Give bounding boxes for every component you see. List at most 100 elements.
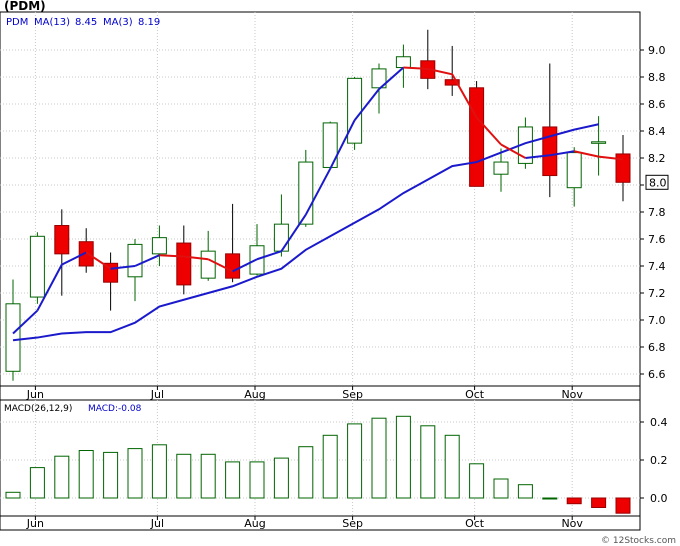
ma3-segment	[329, 119, 356, 170]
price-x-tick-label: Jun	[26, 388, 44, 401]
price-y-tick-label: 6.8	[648, 341, 666, 354]
macd-bars	[5, 415, 631, 514]
ma3-segment	[36, 264, 63, 312]
macd-bar-positive	[347, 423, 363, 499]
macd-x-tick-label: Jun	[26, 517, 44, 530]
legend-symbol: PDM	[6, 17, 28, 28]
ma3-segment	[573, 150, 599, 158]
candle-down	[469, 87, 485, 187]
candle-up	[29, 235, 45, 298]
price-y-tick-label: 7.6	[648, 233, 666, 246]
price-y-tick-label: 8.4	[648, 125, 666, 138]
price-x-tick-label: Nov	[561, 388, 583, 401]
candle-up	[566, 152, 582, 189]
ma3-segment	[110, 265, 136, 270]
macd-value-label: MACD:-0.08	[88, 404, 142, 414]
legend-ma13-label: MA(13)	[34, 17, 70, 28]
macd-bar-positive	[395, 415, 411, 499]
ma3-segment	[451, 73, 478, 118]
macd-bar-positive	[273, 457, 289, 499]
macd-x-tick-label: Jul	[150, 517, 164, 530]
price-panel-frame	[0, 11, 641, 387]
macd-bar-positive	[103, 451, 119, 499]
candle-up	[5, 303, 21, 372]
ma13-line	[12, 123, 599, 342]
candle-up	[347, 77, 363, 144]
footer-credit: © 12Stocks.com	[601, 536, 676, 546]
macd-bar-positive	[420, 425, 436, 499]
ma3-segment	[134, 254, 160, 267]
candle-up	[493, 161, 509, 175]
price-month-grid	[34, 12, 573, 386]
macd-bar-negative	[591, 497, 607, 508]
candle-up	[591, 141, 607, 144]
ma3-segment	[280, 214, 307, 252]
price-x-tick-label: Aug	[244, 388, 265, 401]
ma3-segment	[500, 143, 526, 159]
candle-down	[78, 241, 94, 267]
macd-y-tick-label: 0.2	[650, 454, 668, 467]
macd-bar-positive	[322, 434, 338, 499]
macd-y-tick-label: 0.4	[650, 416, 668, 429]
macd-bar-positive	[225, 461, 241, 499]
macd-x-tick-label: Nov	[561, 517, 583, 530]
macd-bar-positive	[444, 434, 460, 499]
candle-up	[273, 223, 289, 252]
macd-title: MACD(26,12,9)	[4, 404, 72, 414]
candle-up	[200, 250, 216, 279]
candle-down	[542, 126, 558, 177]
last-price-label: 8.0	[649, 176, 667, 189]
candle-up	[395, 56, 411, 69]
ma3-segment	[427, 67, 453, 76]
price-x-axis: Jun Jul Aug Sep Oct Nov	[26, 386, 583, 401]
candle-down	[176, 242, 192, 286]
ma3-segment	[61, 251, 87, 266]
ma3-segment	[378, 66, 405, 90]
candle-down	[444, 79, 460, 86]
ma3-segment	[525, 154, 550, 159]
price-x-tick-label: Oct	[465, 388, 485, 401]
macd-y-tick-label: 0.0	[650, 492, 668, 505]
ma3-segment	[598, 155, 624, 161]
legend-ma3-value: 8.19	[138, 17, 160, 28]
ma3-segment	[256, 250, 282, 261]
macd-bar-positive	[29, 467, 45, 499]
macd-bar-positive	[298, 446, 314, 499]
macd-x-axis-strip	[0, 515, 641, 531]
chart-title: (PDM)	[4, 0, 46, 13]
last-price-box	[645, 174, 669, 190]
candle-up	[127, 243, 143, 278]
macd-bar-positive	[469, 463, 485, 499]
legend-ma13-value: 8.45	[75, 17, 97, 28]
price-y-tick-label: 8.2	[648, 152, 666, 165]
price-y-tick-label: 7.4	[648, 260, 666, 273]
ma3-segment	[353, 88, 380, 121]
ma3-segment	[12, 309, 39, 335]
macd-x-tick-label: Aug	[244, 517, 265, 530]
macd-x-tick-label: Oct	[465, 517, 485, 530]
candle-down	[615, 153, 631, 183]
macd-x-axis: Jun Jul Aug Sep Oct Nov	[26, 516, 583, 530]
legend-ma3-label: MA(3)	[103, 17, 133, 28]
ma3-segment	[475, 116, 502, 146]
macd-bar-positive	[54, 455, 70, 499]
candle-down	[54, 225, 70, 255]
macd-bar-positive	[517, 484, 533, 499]
price-y-tick-label: 7.8	[648, 206, 666, 219]
macd-bar-positive	[542, 497, 558, 500]
ma3-segment	[159, 254, 184, 258]
macd-bar-positive	[249, 461, 265, 499]
price-y-tick-label: 9.0	[648, 44, 666, 57]
price-x-tick-label: Jul	[150, 388, 164, 401]
ma3-segment	[207, 258, 234, 273]
moving-averages	[12, 66, 624, 342]
ma3-segment	[183, 255, 209, 261]
price-y-tick-label: 8.6	[648, 98, 666, 111]
price-x-tick-label: Sep	[342, 388, 363, 401]
price-y-tick-label: 8.8	[648, 71, 666, 84]
macd-bar-positive	[5, 491, 21, 499]
price-x-axis-strip	[0, 385, 641, 401]
macd-y-axis: 0.4 0.2 0.0	[640, 416, 668, 505]
candle-up	[151, 237, 167, 255]
ma3-segment	[232, 258, 258, 273]
